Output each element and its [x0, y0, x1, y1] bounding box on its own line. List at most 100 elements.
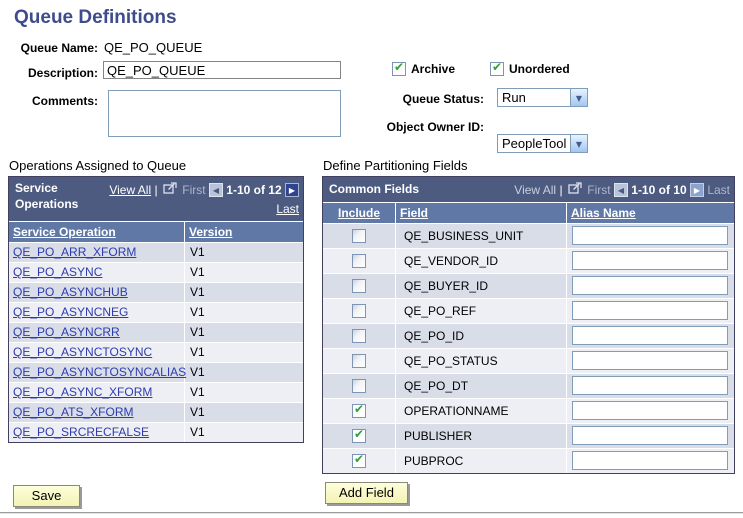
- service-operation-link[interactable]: QE_PO_ARR_XFORM: [13, 245, 137, 260]
- divider: |: [154, 182, 158, 197]
- table-row: QE_PO_ASYNCNEG V1: [9, 301, 303, 322]
- add-field-button[interactable]: Add Field: [325, 482, 408, 504]
- column-include[interactable]: Include: [323, 202, 396, 223]
- operations-column-header: Service Operation Version: [9, 220, 303, 242]
- include-checkbox[interactable]: [352, 427, 366, 443]
- table-row: QE_PO_REF: [323, 297, 734, 323]
- column-service-operation[interactable]: Service Operation: [9, 221, 185, 242]
- archive-checkbox[interactable]: [392, 60, 406, 76]
- alias-name-input[interactable]: [572, 401, 728, 421]
- include-checkbox[interactable]: [352, 303, 366, 318]
- object-owner-select[interactable]: PeopleTool ▼: [497, 134, 588, 153]
- include-checkbox[interactable]: [352, 378, 366, 393]
- field-name: QE_VENDOR_ID: [404, 253, 499, 268]
- service-operation-link[interactable]: QE_PO_ASYNCTOSYNC: [13, 345, 153, 360]
- partitioning-grid: Common Fields View All | First ◀ 1-10 of…: [322, 176, 735, 474]
- service-operation-link[interactable]: QE_PO_ASYNCNEG: [13, 305, 129, 320]
- service-operation-link[interactable]: QE_PO_ASYNC_XFORM: [13, 385, 153, 400]
- queue-status-select[interactable]: Run ▼: [497, 88, 588, 107]
- version-value: V1: [190, 285, 205, 300]
- alias-name-input[interactable]: [572, 301, 728, 321]
- column-version[interactable]: Version: [189, 224, 233, 239]
- version-value: V1: [190, 405, 205, 420]
- table-row: QE_PO_ASYNCTOSYNCALIAS V1: [9, 361, 303, 382]
- table-row: QE_PO_ASYNC V1: [9, 261, 303, 282]
- chevron-down-icon[interactable]: ▼: [570, 89, 587, 106]
- include-checkbox[interactable]: [352, 402, 366, 418]
- view-all-link[interactable]: View All: [109, 182, 152, 197]
- queue-name-value: QE_PO_QUEUE: [104, 40, 203, 55]
- version-value: V1: [190, 425, 205, 440]
- include-checkbox[interactable]: [352, 278, 366, 293]
- field-name: QE_PO_REF: [404, 303, 477, 318]
- service-operation-link[interactable]: QE_PO_ASYNCTOSYNCALIAS: [13, 365, 187, 380]
- description-input[interactable]: [103, 61, 341, 79]
- column-field[interactable]: Field: [396, 202, 567, 223]
- table-row: QE_PO_ATS_XFORM V1: [9, 401, 303, 422]
- alias-name-input[interactable]: [572, 326, 728, 346]
- table-row: PUBLISHER: [323, 422, 734, 448]
- service-operation-link[interactable]: QE_PO_ATS_XFORM: [13, 405, 134, 420]
- service-operation-link[interactable]: QE_PO_ASYNCRR: [13, 325, 120, 340]
- operations-grid-header: Service Operations View All | First ◀ 1-…: [9, 177, 303, 221]
- service-operation-link[interactable]: QE_PO_SRCRECFALSE: [13, 425, 150, 440]
- service-operation-link[interactable]: QE_PO_ASYNC: [13, 265, 103, 280]
- include-checkbox[interactable]: [352, 452, 366, 468]
- alias-name-input[interactable]: [572, 251, 728, 271]
- partitioning-grid-header: Common Fields View All | First ◀ 1-10 of…: [323, 177, 734, 202]
- object-owner-label: Object Owner ID:: [386, 120, 484, 134]
- queue-status-label: Queue Status:: [402, 92, 484, 106]
- version-value: V1: [190, 385, 205, 400]
- table-row: QE_BUYER_ID: [323, 272, 734, 298]
- version-value: V1: [190, 325, 205, 340]
- unordered-checkbox-group[interactable]: Unordered: [490, 60, 570, 78]
- divider: |: [559, 182, 563, 197]
- comments-label: Comments:: [31, 94, 98, 108]
- service-operation-link[interactable]: QE_PO_ASYNCHUB: [13, 285, 128, 300]
- include-checkbox[interactable]: [352, 253, 366, 268]
- alias-name-input[interactable]: [572, 376, 728, 396]
- queue-name-label: Queue Name:: [20, 41, 98, 55]
- queue-status-value: Run: [502, 90, 526, 105]
- alias-name-input[interactable]: [572, 276, 728, 296]
- table-row: QE_PO_ASYNCTOSYNC V1: [9, 341, 303, 362]
- pager-next-icon[interactable]: ▶: [285, 182, 299, 197]
- table-row: PUBPROC: [323, 447, 734, 473]
- include-checkbox[interactable]: [352, 228, 366, 243]
- comments-textarea[interactable]: [108, 90, 341, 137]
- alias-name-input[interactable]: [572, 351, 728, 371]
- include-checkbox[interactable]: [352, 328, 366, 343]
- field-name: QE_PO_STATUS: [404, 353, 498, 368]
- table-row: QE_PO_DT: [323, 372, 734, 398]
- version-value: V1: [190, 265, 205, 280]
- alias-name-input[interactable]: [572, 226, 728, 246]
- archive-label: Archive: [411, 61, 456, 76]
- column-alias-name[interactable]: Alias Name: [571, 205, 636, 220]
- pager-last-link[interactable]: Last: [276, 201, 299, 216]
- table-row: QE_PO_STATUS: [323, 347, 734, 373]
- unordered-label: Unordered: [509, 61, 570, 76]
- table-row: OPERATIONNAME: [323, 397, 734, 423]
- zoom-grid-icon[interactable]: [163, 181, 177, 199]
- field-name: QE_BUSINESS_UNIT: [404, 228, 524, 243]
- operations-grid: Service Operations View All | First ◀ 1-…: [8, 176, 304, 443]
- save-button[interactable]: Save: [13, 485, 80, 507]
- archive-checkbox-group[interactable]: Archive: [392, 60, 455, 78]
- footer-divider: [0, 512, 743, 513]
- pager-range: 1-10 of 12: [226, 182, 282, 197]
- partitioning-grid-body: QE_BUSINESS_UNIT QE_VENDOR_ID QE_BUYER_I…: [323, 222, 734, 473]
- operations-grid-title: Service Operations: [15, 181, 79, 212]
- unordered-checkbox[interactable]: [490, 60, 504, 76]
- field-name: PUBPROC: [404, 453, 464, 468]
- alias-name-input[interactable]: [572, 451, 728, 471]
- chevron-down-icon[interactable]: ▼: [570, 135, 587, 152]
- page-title: Queue Definitions: [14, 7, 177, 28]
- description-label: Description:: [27, 66, 98, 80]
- table-row: QE_PO_SRCRECFALSE V1: [9, 421, 303, 442]
- zoom-grid-icon[interactable]: [568, 181, 582, 199]
- alias-name-input[interactable]: [572, 426, 728, 446]
- table-row: QE_PO_ASYNCRR V1: [9, 321, 303, 342]
- include-checkbox[interactable]: [352, 353, 366, 368]
- version-value: V1: [190, 365, 205, 380]
- version-value: V1: [190, 245, 205, 260]
